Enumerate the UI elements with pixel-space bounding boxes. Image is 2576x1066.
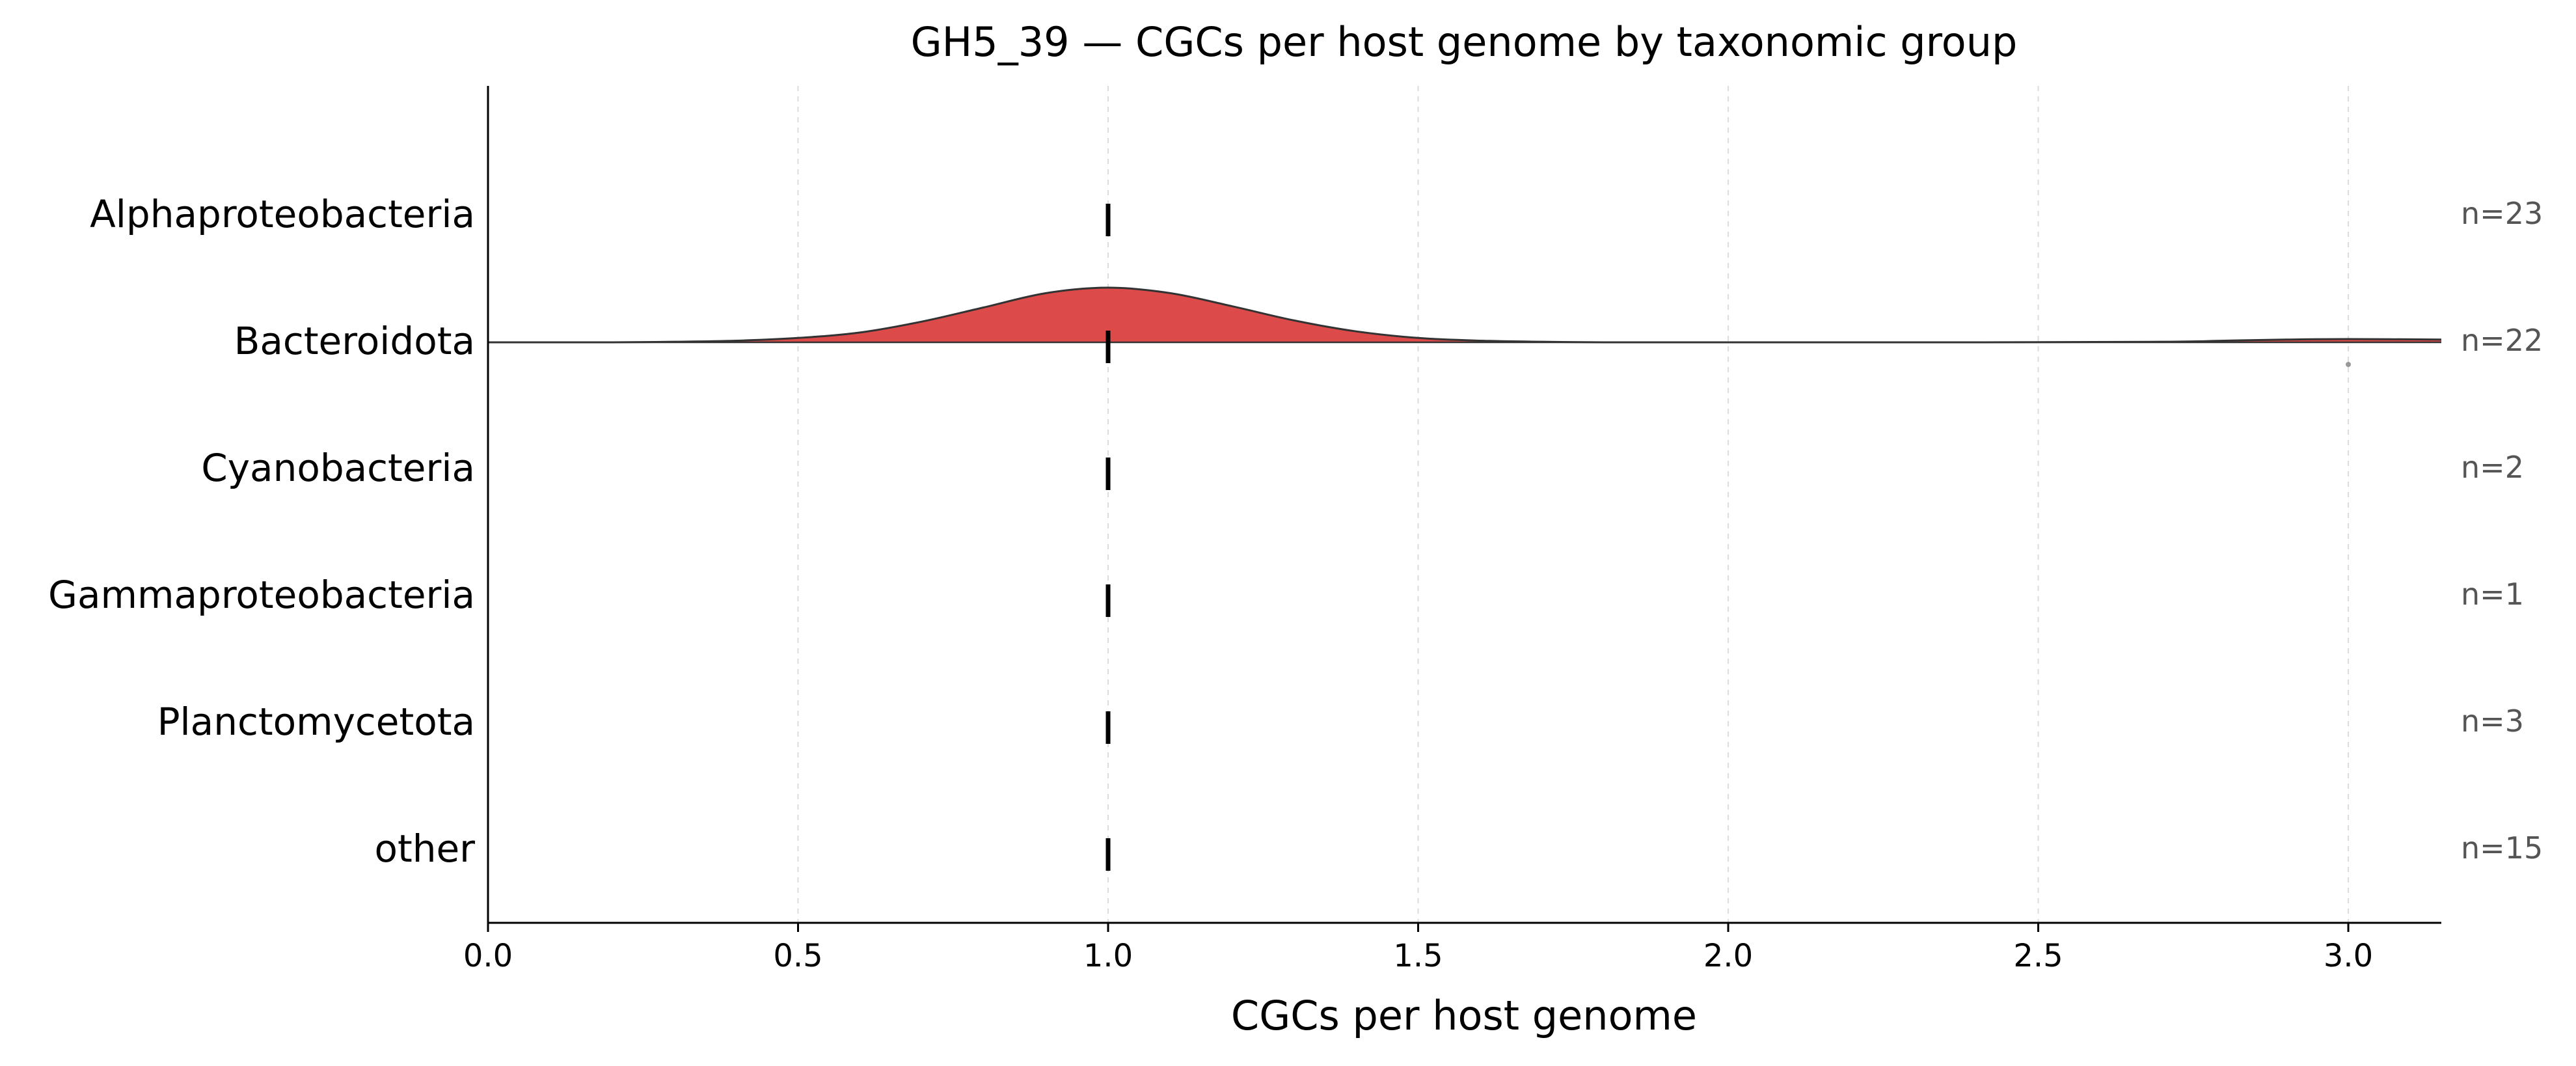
- x-tick-label: 3.0: [2324, 938, 2373, 974]
- axes: [487, 86, 2441, 924]
- count-label: n=3: [2461, 704, 2524, 739]
- x-ticks: 0.0 0.5 1.0 1.5 2.0 2.5 3.0: [463, 923, 2373, 974]
- group-label: Alphaproteobacteria: [90, 192, 475, 236]
- x-axis-label: CGCs per host genome: [1231, 992, 1697, 1039]
- chart-title: GH5_39 — CGCs per host genome by taxonom…: [911, 18, 2018, 66]
- density-outline: [487, 286, 2442, 344]
- x-tick-label: 1.0: [1083, 938, 1133, 974]
- group-label: Planctomycetota: [157, 700, 475, 744]
- density-curves: [487, 286, 2442, 367]
- count-label: n=23: [2461, 196, 2543, 231]
- group-labels: Alphaproteobacteria Bacteroidota Cyanobact…: [48, 192, 475, 871]
- group-label: Bacteroidota: [234, 319, 475, 363]
- x-tick-label: 1.5: [1393, 938, 1443, 974]
- x-tick-label: 0.5: [773, 938, 822, 974]
- x-tick-label: 2.0: [1703, 938, 1753, 974]
- count-label: n=15: [2461, 830, 2543, 866]
- count-label: n=1: [2461, 577, 2524, 612]
- density-area: [488, 288, 2441, 343]
- count-labels: n=23 n=22 n=2 n=1 n=3 n=15: [2461, 196, 2543, 866]
- count-label: n=2: [2461, 450, 2524, 485]
- group-label: other: [374, 827, 475, 871]
- x-tick-label: 0.0: [463, 938, 513, 974]
- grid-lines: [797, 86, 2350, 923]
- group-label: Cyanobacteria: [201, 446, 475, 490]
- x-tick-label: 2.5: [2013, 938, 2063, 974]
- group-label: Gammaproteobacteria: [48, 573, 475, 617]
- count-label: n=22: [2461, 323, 2543, 358]
- outlier-point: [2346, 362, 2352, 367]
